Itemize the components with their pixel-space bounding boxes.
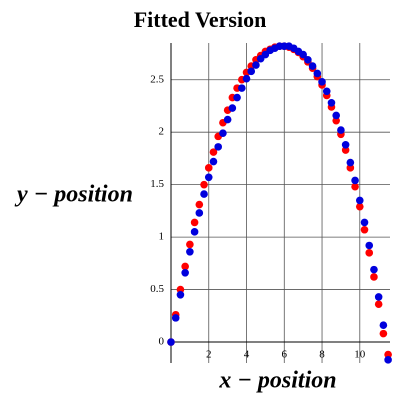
point	[181, 262, 189, 271]
point	[237, 84, 246, 92]
point	[223, 115, 232, 124]
point	[186, 247, 194, 256]
point	[308, 62, 317, 70]
point	[384, 356, 392, 364]
point	[204, 173, 213, 182]
y-tick-label: 2	[159, 126, 165, 138]
point	[365, 249, 374, 257]
x-tick-label: 2	[206, 349, 212, 361]
point	[341, 140, 350, 149]
point	[242, 74, 251, 83]
point	[190, 218, 199, 227]
point	[360, 218, 369, 227]
x-tick-label: 4	[244, 349, 250, 361]
y-tick-label: 1	[159, 231, 165, 243]
point	[176, 285, 185, 294]
point	[360, 225, 369, 234]
point	[219, 129, 227, 138]
y-tick-label: 0.5	[150, 283, 164, 295]
point	[374, 300, 383, 309]
point	[195, 200, 204, 209]
point	[200, 190, 208, 198]
y-tick-label: 2.5	[150, 73, 164, 85]
y-tick-label: 0	[159, 336, 165, 348]
point	[233, 93, 241, 102]
point	[247, 67, 256, 76]
point	[337, 126, 345, 134]
point	[204, 164, 213, 172]
chart-title: Fitted Version	[134, 7, 267, 32]
point	[374, 293, 383, 301]
y-axis-label: y − position	[14, 182, 133, 208]
point	[186, 240, 194, 249]
point	[355, 202, 364, 211]
point	[355, 196, 364, 205]
point	[346, 164, 355, 172]
point	[252, 61, 260, 69]
point	[176, 291, 185, 299]
x-axis-label: x − position	[218, 368, 336, 394]
point	[200, 180, 208, 189]
point	[214, 143, 222, 151]
point	[228, 104, 237, 112]
point	[304, 55, 312, 64]
point	[351, 182, 359, 191]
point	[384, 350, 392, 359]
point	[370, 265, 378, 274]
point	[327, 99, 336, 107]
x-tick-label: 6	[282, 349, 288, 361]
point	[209, 148, 218, 156]
point	[365, 241, 374, 250]
point	[332, 111, 340, 120]
point	[167, 338, 175, 346]
y-tick-label: 1.5	[150, 178, 164, 190]
point	[190, 228, 199, 236]
point	[379, 321, 388, 330]
point	[299, 50, 307, 59]
point	[181, 268, 189, 277]
x-tick-label: 8	[319, 349, 325, 361]
point	[318, 78, 326, 86]
point	[313, 69, 322, 78]
point	[379, 329, 388, 338]
x-tick-label: 10	[354, 349, 366, 361]
point	[195, 209, 204, 217]
point	[322, 87, 331, 96]
point	[351, 176, 359, 185]
point	[209, 157, 218, 166]
point	[346, 158, 355, 167]
point	[370, 273, 378, 281]
point	[332, 116, 340, 125]
point	[171, 314, 180, 322]
point	[341, 146, 350, 154]
